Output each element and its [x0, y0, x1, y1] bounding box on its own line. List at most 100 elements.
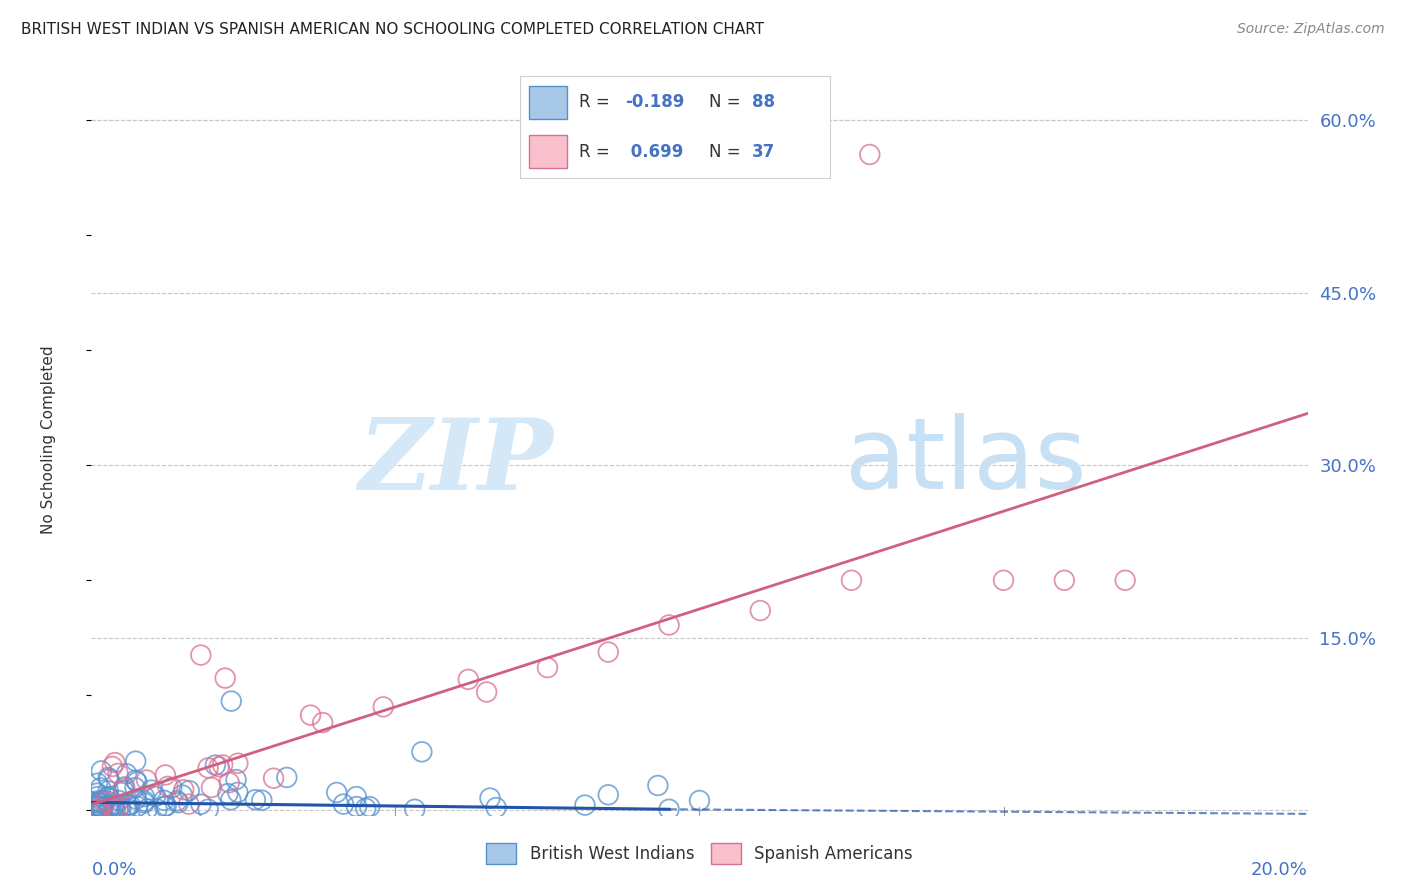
Point [118, 797, 141, 812]
Point [276, 771, 298, 785]
Text: 0.699: 0.699 [626, 143, 683, 161]
Point [153, 793, 176, 807]
Point [214, 671, 236, 685]
Point [107, 766, 129, 780]
Point [90, 764, 112, 778]
Point [96, 798, 118, 813]
Point [104, 756, 127, 770]
Point [86, 802, 108, 816]
Point [156, 780, 179, 794]
Point [141, 783, 163, 797]
Point [218, 775, 240, 789]
Point [125, 773, 148, 788]
Point [107, 802, 129, 816]
Point [86, 799, 108, 814]
Text: -0.189: -0.189 [626, 94, 685, 112]
Point [190, 648, 212, 662]
Point [225, 772, 247, 787]
Point [204, 758, 226, 772]
Point [598, 645, 620, 659]
Point [344, 789, 367, 804]
Point [108, 800, 131, 814]
Point [299, 708, 322, 723]
Point [104, 802, 127, 816]
Point [115, 802, 138, 816]
Point [373, 699, 395, 714]
Point [86, 789, 108, 804]
Point [658, 802, 681, 816]
Point [134, 796, 156, 810]
Point [993, 574, 1015, 588]
Point [125, 754, 148, 768]
Point [346, 799, 368, 814]
Legend: British West Indians, Spanish Americans: British West Indians, Spanish Americans [478, 835, 921, 871]
Point [197, 802, 219, 816]
Point [86, 794, 108, 808]
Point [114, 780, 136, 794]
Point [404, 802, 426, 816]
Bar [530, 87, 567, 119]
Point [167, 796, 190, 810]
Point [411, 745, 433, 759]
Point [86, 786, 108, 800]
Point [250, 793, 273, 807]
Point [91, 801, 114, 815]
Point [145, 789, 167, 804]
Point [211, 758, 233, 772]
Text: 37: 37 [752, 143, 776, 161]
Point [90, 802, 112, 816]
Point [101, 802, 124, 816]
Point [124, 780, 146, 795]
Point [98, 800, 121, 814]
Point [859, 147, 882, 161]
Point [94, 793, 117, 807]
Point [98, 789, 121, 804]
Point [101, 759, 124, 773]
Text: 20.0%: 20.0% [1251, 862, 1308, 880]
Point [91, 802, 114, 816]
Point [219, 793, 242, 807]
Point [647, 779, 669, 793]
Point [127, 799, 149, 814]
Point [354, 801, 377, 815]
Text: N =: N = [709, 94, 745, 112]
Point [598, 788, 620, 802]
Point [86, 800, 108, 814]
Point [91, 794, 114, 808]
Point [97, 784, 120, 798]
Point [100, 798, 122, 813]
Point [226, 756, 249, 771]
Point [200, 780, 222, 795]
Point [245, 793, 267, 807]
Point [117, 798, 139, 813]
Point [217, 787, 239, 801]
Point [226, 785, 249, 799]
Point [173, 782, 195, 797]
Text: BRITISH WEST INDIAN VS SPANISH AMERICAN NO SCHOOLING COMPLETED CORRELATION CHART: BRITISH WEST INDIAN VS SPANISH AMERICAN … [21, 22, 765, 37]
Point [1053, 574, 1076, 588]
Point [749, 603, 772, 617]
Text: R =: R = [579, 143, 614, 161]
Point [134, 789, 156, 804]
Point [112, 781, 135, 796]
Point [103, 802, 125, 816]
Text: 0.0%: 0.0% [91, 862, 136, 880]
Point [135, 772, 157, 787]
Point [108, 794, 131, 808]
Point [136, 802, 159, 816]
Point [841, 574, 863, 588]
Text: atlas: atlas [845, 413, 1087, 510]
Point [89, 795, 111, 809]
Point [125, 775, 148, 789]
Point [110, 802, 132, 816]
Point [153, 799, 176, 814]
Point [86, 776, 108, 790]
Point [166, 794, 188, 808]
Point [208, 760, 231, 774]
Text: Source: ZipAtlas.com: Source: ZipAtlas.com [1237, 22, 1385, 37]
Point [688, 793, 710, 807]
Point [172, 788, 194, 802]
Point [359, 799, 381, 814]
Point [86, 798, 108, 813]
Point [125, 792, 148, 806]
